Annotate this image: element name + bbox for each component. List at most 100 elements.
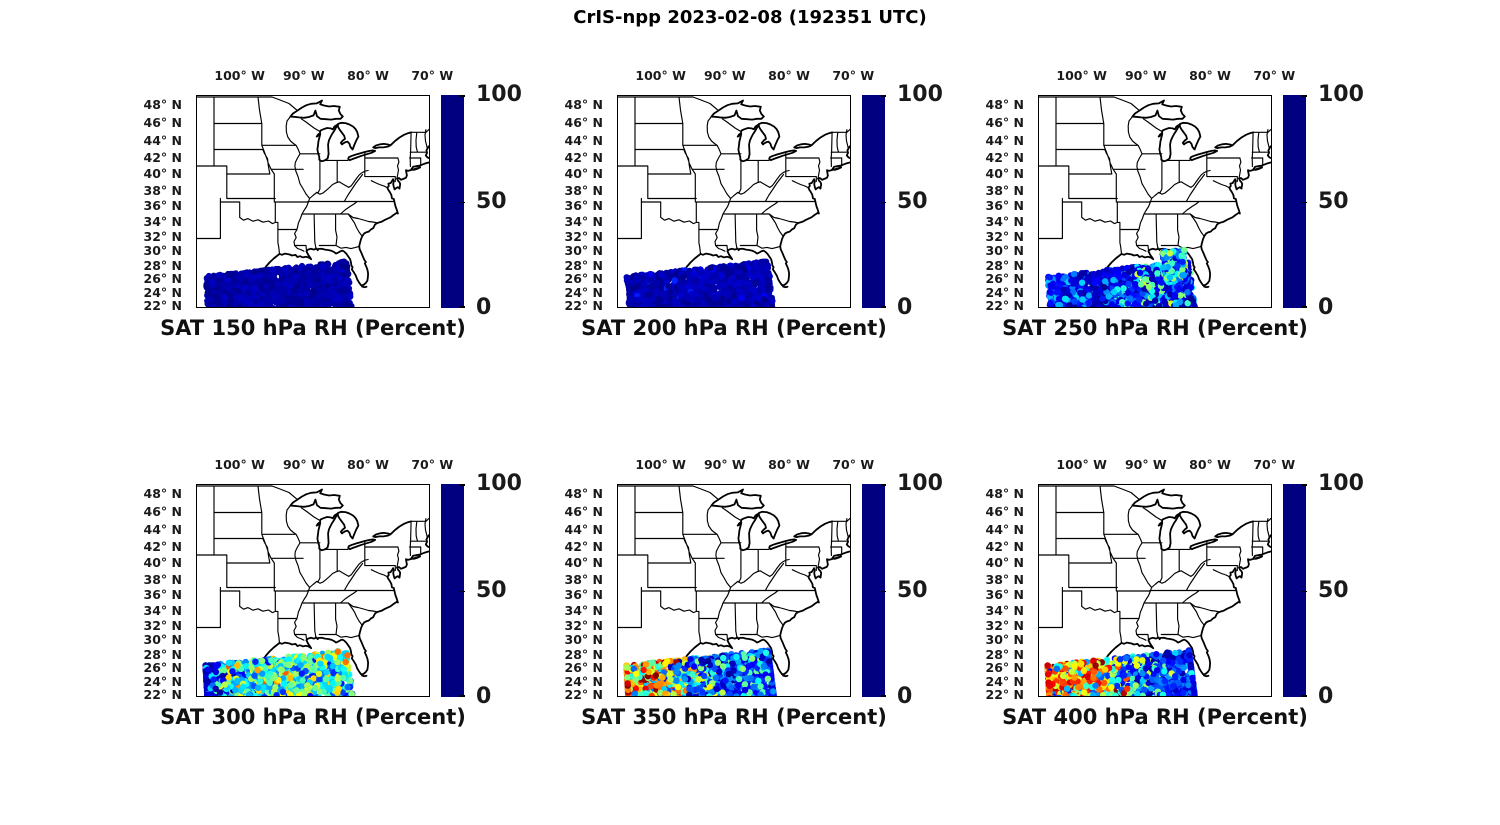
- colorbar: [441, 95, 464, 308]
- lat-tick-label: 24° N: [564, 284, 603, 300]
- rh-point: [665, 283, 672, 290]
- lat-tick-label: 32° N: [564, 228, 603, 244]
- lat-tick-label: 30° N: [143, 243, 182, 259]
- rh-point: [235, 282, 242, 289]
- rh-point: [325, 292, 332, 299]
- axes-frame: [196, 95, 430, 308]
- rh-point: [1161, 299, 1168, 306]
- rh-point: [683, 301, 691, 308]
- lat-tick-label: 24° N: [985, 284, 1024, 300]
- colorbar-tick: [460, 95, 465, 97]
- rh-point: [1055, 295, 1063, 303]
- lat-tick-label: 44° N: [564, 132, 603, 148]
- rh-point: [1166, 250, 1174, 257]
- rh-point: [1179, 272, 1186, 279]
- rh-point: [769, 297, 776, 305]
- lat-tick-label: 28° N: [985, 257, 1024, 273]
- rh-point: [677, 279, 684, 286]
- rh-point: [336, 288, 343, 295]
- panel-sat-250hpa: 100° W 90° W 80° W 70° W 48° N 46° N 44° N 42° …: [978, 50, 1378, 362]
- colorbar-tick-label: 0: [476, 295, 492, 320]
- lat-tick-label: 38° N: [143, 571, 182, 587]
- lat-tick-label: 28° N: [143, 646, 182, 662]
- rh-point: [1120, 285, 1127, 292]
- lon-tick-label: 100° W: [214, 68, 265, 83]
- rh-point: [698, 270, 705, 277]
- colorbar-tick: [1302, 201, 1307, 204]
- rh-point: [1085, 292, 1093, 299]
- rh-point: [696, 282, 704, 289]
- rh-point: [748, 298, 755, 305]
- lat-tick-label: 26° N: [564, 271, 603, 287]
- rh-point: [1060, 286, 1067, 294]
- rh-point: [727, 269, 734, 276]
- rh-point: [701, 285, 708, 293]
- lat-tick-label: 34° N: [143, 602, 182, 618]
- rh-point: [1187, 295, 1195, 302]
- rh-point: [1155, 303, 1163, 308]
- rh-point: [294, 283, 301, 290]
- lat-tick-label: 46° N: [143, 504, 182, 520]
- rh-point: [237, 275, 244, 282]
- rh-point: [326, 273, 334, 280]
- rh-point: [1144, 276, 1151, 283]
- rh-point: [676, 299, 683, 306]
- rh-point: [1105, 293, 1112, 300]
- rh-point: [626, 295, 634, 302]
- rh-point: [1178, 252, 1185, 259]
- rh-point: [1103, 266, 1110, 274]
- rh-point: [1047, 282, 1054, 289]
- rh-point: [719, 273, 726, 280]
- lon-tick-label: 80° W: [347, 457, 389, 472]
- lon-tick-label: 100° W: [635, 68, 686, 83]
- rh-point: [717, 282, 724, 289]
- lon-tick-label: 90° W: [1124, 68, 1167, 83]
- lat-tick-label: 36° N: [564, 198, 603, 214]
- rh-point: [337, 274, 344, 281]
- lat-tick-label: 42° N: [143, 538, 182, 554]
- rh-point: [688, 277, 695, 284]
- rh-point: [257, 272, 264, 279]
- colorbar-tick: [881, 201, 886, 204]
- colorbar-tick: [881, 306, 886, 308]
- rh-point: [707, 264, 714, 272]
- lat-tick-label: 32° N: [143, 228, 182, 244]
- lat-tick-label: 42° N: [564, 149, 603, 165]
- rh-point: [297, 297, 305, 305]
- rh-point: [275, 286, 282, 293]
- rh-point: [1046, 288, 1054, 296]
- lon-tick-label: 70° W: [411, 68, 454, 83]
- colorbar-tick-label: 0: [897, 295, 913, 320]
- lat-tick-label: 30° N: [143, 632, 182, 648]
- colorbar-tick-label: 50: [476, 188, 507, 214]
- rh-point: [1145, 283, 1153, 291]
- rh-point: [1093, 276, 1101, 283]
- rh-point: [639, 275, 647, 282]
- lat-tick-label: 40° N: [143, 166, 182, 182]
- rh-point: [287, 268, 294, 275]
- rh-point: [671, 277, 678, 284]
- rh-point: [251, 268, 258, 276]
- rh-point: [691, 291, 699, 298]
- lat-tick-label: 48° N: [143, 97, 182, 113]
- rh-point: [631, 296, 638, 304]
- rh-point: [321, 303, 328, 308]
- rh-point: [1079, 296, 1086, 303]
- lat-tick-label: 42° N: [143, 149, 182, 165]
- rh-point: [627, 301, 634, 308]
- rh-point: [216, 301, 223, 308]
- rh-point: [279, 303, 287, 308]
- rh-point: [1047, 300, 1054, 307]
- lat-tick-label: 44° N: [143, 132, 182, 148]
- rh-point: [1136, 296, 1143, 304]
- rh-point: [258, 285, 266, 292]
- lat-tick-label: 30° N: [564, 243, 603, 259]
- lat-tick-label: 26° N: [143, 660, 182, 676]
- rh-point: [711, 301, 718, 308]
- lon-tick-label: 70° W: [411, 457, 454, 472]
- rh-point: [209, 278, 216, 285]
- rh-point: [1125, 269, 1132, 276]
- rh-point: [696, 293, 704, 300]
- rh-point: [222, 294, 229, 301]
- rh-point: [634, 283, 641, 290]
